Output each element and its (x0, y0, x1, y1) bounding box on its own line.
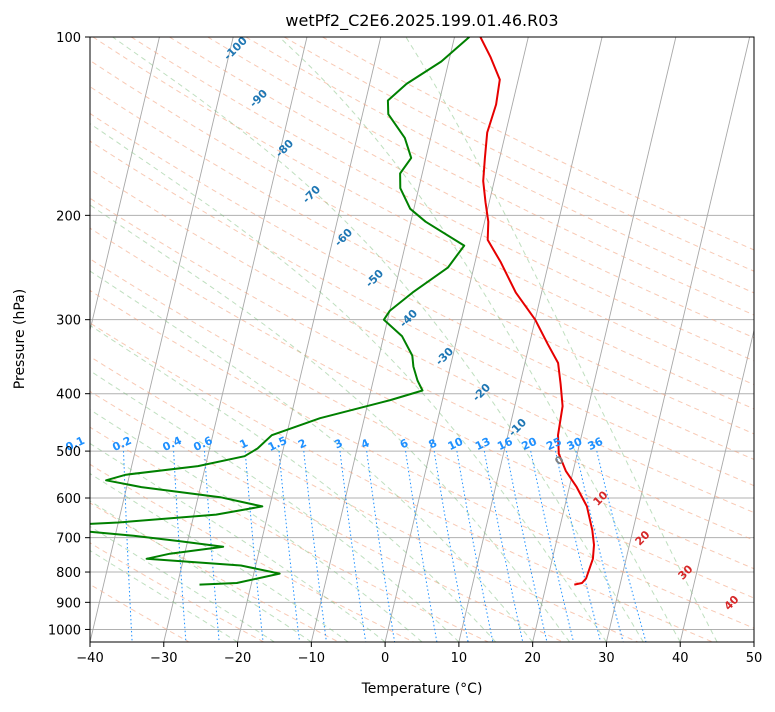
moist-adiabat-label: 40 (722, 593, 742, 613)
isotherm-line (533, 37, 676, 642)
x-axis-label: Temperature (°C) (361, 681, 483, 697)
mixing-ratio-line (484, 451, 523, 642)
moist-adiabat (0, 37, 570, 642)
mixing-ratio-line (434, 451, 468, 642)
dry-adiabat (55, 37, 775, 642)
x-tick-label: 30 (598, 651, 615, 666)
mixing-ratio-line (507, 451, 548, 642)
dry-adiabat (0, 37, 413, 642)
dry-adiabat-label: -100 (221, 34, 250, 63)
isotherm-line (16, 37, 159, 642)
isotherm-line (0, 37, 12, 642)
y-tick-label: 200 (56, 209, 81, 224)
y-tick-label: 900 (56, 596, 81, 611)
x-tick-label: −30 (150, 651, 177, 666)
background-reference-lines (0, 37, 775, 642)
moist-adiabat (0, 37, 238, 642)
mixing-ratio-line (367, 451, 395, 642)
mixing-ratio-label: 2 (296, 436, 308, 451)
moist-adiabat (0, 37, 459, 642)
mixing-ratio-label: 8 (427, 436, 439, 451)
mixing-ratio-label: 3 (332, 436, 344, 451)
x-tick-label: 10 (451, 651, 468, 666)
moist-adiabat (279, 37, 680, 642)
mixing-ratio-line (279, 451, 300, 642)
y-tick-label: 700 (56, 532, 81, 547)
dry-adiabat-label: -30 (433, 345, 456, 368)
isotherm-line (606, 37, 749, 642)
moist-adiabat-label: 30 (676, 562, 696, 582)
x-tick-label: 20 (524, 651, 541, 666)
dry-adiabat (0, 37, 488, 642)
dry-adiabat-label: -50 (363, 267, 386, 290)
sounding-series (36, 37, 594, 585)
moist-adiabat (0, 37, 274, 642)
moist-adiabat (0, 37, 311, 642)
mixing-ratio-label: 25 (544, 435, 563, 453)
isotherm-line (385, 37, 528, 642)
x-tick-label: 40 (672, 651, 689, 666)
x-tick-label: −40 (76, 651, 103, 666)
mixing-ratio-line (340, 451, 366, 642)
dry-adiabat-label: -80 (273, 137, 296, 160)
mixing-ratio-label: 4 (359, 436, 372, 451)
y-tick-label: 800 (56, 566, 81, 581)
mixing-ratio-label: 20 (520, 435, 540, 453)
dry-adiabat (0, 37, 189, 642)
dry-adiabat (0, 37, 713, 642)
mixing-ratio-line (174, 451, 186, 642)
dry-adiabat (17, 37, 775, 642)
mixing-ratio-label: 36 (586, 435, 606, 453)
y-tick-label: 500 (56, 445, 81, 460)
mixing-ratio-label: 10 (446, 435, 466, 453)
x-tick-label: 0 (381, 651, 389, 666)
moist-adiabat-label: 20 (632, 528, 652, 548)
dry-adiabat-label: -70 (300, 183, 323, 206)
dry-adiabat-label: -90 (247, 87, 270, 110)
mixing-ratio-label: 1 (238, 436, 250, 451)
moist-adiabat (0, 37, 422, 642)
mixing-ratio-label: 30 (565, 435, 585, 453)
isotherm-line (459, 37, 602, 642)
y-tick-label: 400 (56, 388, 81, 403)
chart-title: wetPf2_C2E6.2025.199.01.46.R03 (285, 11, 558, 31)
isotherm-line (754, 37, 775, 642)
mixing-ratio-label: 6 (398, 436, 411, 451)
dry-adiabat (169, 37, 775, 642)
moist-adiabat (0, 37, 533, 642)
mixing-ratio-line (124, 451, 133, 642)
dry-adiabat (0, 37, 339, 642)
y-tick-label: 100 (56, 31, 81, 46)
y-tick-label: 1000 (48, 623, 81, 638)
x-tick-label: −20 (224, 651, 251, 666)
mixing-ratio-line (597, 451, 646, 642)
y-tick-label: 600 (56, 492, 81, 507)
x-tick-label: 50 (746, 651, 763, 666)
mixing-ratio-line (304, 451, 327, 642)
isotherm-line (680, 37, 775, 642)
moist-adiabat (0, 37, 348, 642)
y-axis-label: Pressure (hPa) (12, 289, 28, 389)
dry-adiabat (322, 37, 775, 642)
dry-adiabat-label: -40 (397, 307, 420, 330)
dry-adiabat-label: -20 (470, 381, 493, 404)
x-tick-label: −10 (298, 651, 325, 666)
moist-adiabat-label: 10 (591, 488, 611, 508)
y-tick-label: 300 (56, 314, 81, 329)
